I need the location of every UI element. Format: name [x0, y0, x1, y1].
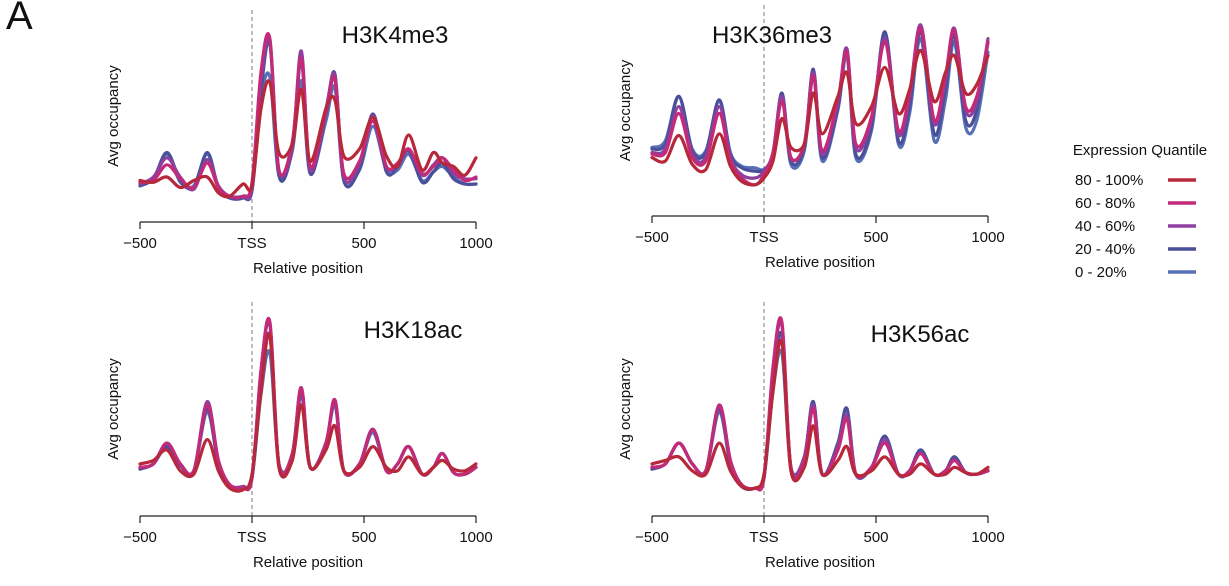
series-line	[650, 48, 990, 187]
x-axis-label: Relative position	[253, 554, 363, 571]
legend-item-label: 60 - 80%	[1075, 195, 1135, 212]
chart-title: H3K36me3	[712, 22, 832, 49]
legend-item-label: 80 - 100%	[1075, 172, 1143, 189]
chart-panel-4: −500 TSS 500 1000 Relative position Avg occup…	[617, 302, 1005, 571]
series-line	[650, 26, 990, 187]
series-line	[650, 30, 990, 174]
x-axis-label: Relative position	[253, 260, 363, 277]
chart-panel-3: −500 TSS 500 1000 Relative position Avg occup…	[105, 302, 493, 571]
legend: Expression Quantile 80 - 100% 60 - 80% 40 -…	[1073, 142, 1207, 281]
x-tick-label: TSS	[749, 529, 778, 546]
legend-title: Expression Quantile	[1073, 142, 1207, 159]
x-tick-label: −500	[123, 235, 157, 252]
x-tick-label: 1000	[459, 529, 492, 546]
legend-item-label: 20 - 40%	[1075, 241, 1135, 258]
series-line	[138, 79, 478, 199]
x-tick-label: 1000	[971, 529, 1004, 546]
x-tick-label: TSS	[237, 529, 266, 546]
series-line	[138, 332, 478, 493]
chart-panel-2: −500 TSS 500 1000 Relative position Avg occup…	[617, 5, 1005, 271]
x-tick-label: 500	[351, 235, 376, 252]
x-tick-label: 500	[863, 229, 888, 246]
x-tick-label: 1000	[459, 235, 492, 252]
chart-title: H3K18ac	[364, 317, 463, 344]
chart-panel-1: −500 TSS 500 1000 Relative position Avg occup…	[105, 10, 493, 277]
x-tick-label: 1000	[971, 229, 1004, 246]
y-axis-label: Avg occupancy	[617, 358, 634, 460]
series-line	[650, 338, 990, 491]
series-line	[650, 23, 990, 180]
series-line	[138, 331, 478, 491]
y-axis-label: Avg occupancy	[105, 65, 122, 167]
x-tick-label: −500	[635, 229, 669, 246]
x-axis-label: Relative position	[765, 554, 875, 571]
x-tick-label: −500	[635, 529, 669, 546]
chart-title: H3K4me3	[342, 22, 449, 49]
legend-item-label: 40 - 60%	[1075, 218, 1135, 235]
x-axis-label: Relative position	[765, 254, 875, 271]
x-tick-label: −500	[123, 529, 157, 546]
chart-title: H3K56ac	[871, 321, 970, 348]
series-line	[138, 349, 478, 491]
y-axis-label: Avg occupancy	[105, 358, 122, 460]
series-line	[138, 32, 478, 200]
y-axis-label: Avg occupancy	[617, 59, 634, 161]
panel-letter: A	[6, 0, 33, 38]
x-tick-label: TSS	[749, 229, 778, 246]
x-tick-label: 500	[863, 529, 888, 546]
x-tick-label: TSS	[237, 235, 266, 252]
x-tick-label: 500	[351, 529, 376, 546]
legend-item-label: 0 - 20%	[1075, 264, 1127, 281]
